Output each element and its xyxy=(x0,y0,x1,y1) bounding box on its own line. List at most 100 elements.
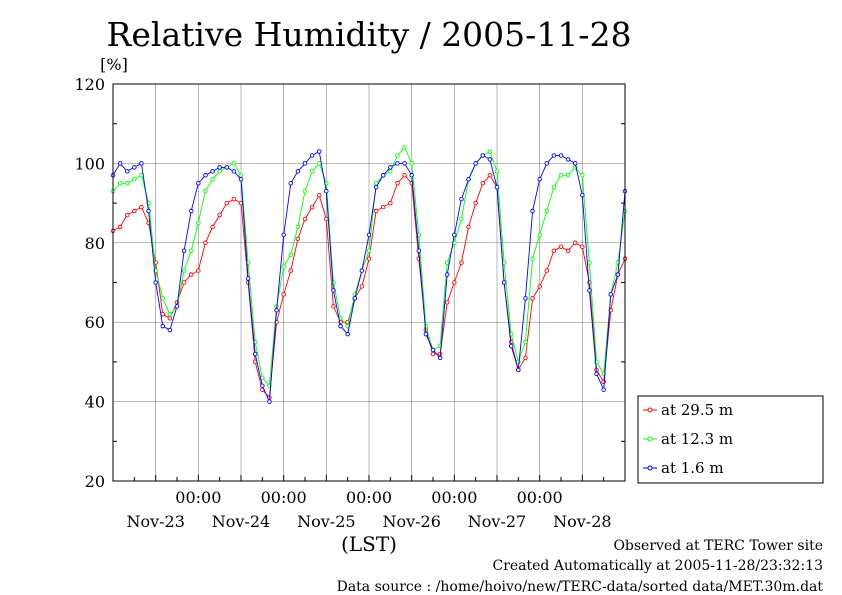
data-point xyxy=(181,248,187,253)
legend-box xyxy=(637,395,824,484)
grid xyxy=(113,84,625,481)
data-point xyxy=(188,272,194,277)
data-point xyxy=(601,387,606,392)
x-tick-label-date: Nov-27 xyxy=(468,512,526,531)
data-point xyxy=(366,256,372,261)
data-point xyxy=(530,296,535,301)
legend: at 29.5 m at 12.3 m at 1.6 m xyxy=(637,395,824,484)
data-point xyxy=(380,204,386,210)
data-point xyxy=(139,204,144,210)
data-point xyxy=(366,232,372,238)
data-point xyxy=(530,208,535,214)
data-point xyxy=(217,169,222,174)
data-point xyxy=(516,367,521,373)
data-point xyxy=(196,220,201,226)
data-point xyxy=(395,180,400,186)
data-point xyxy=(160,323,166,329)
y-tick-label: 120 xyxy=(74,75,105,94)
data-point xyxy=(523,339,528,345)
data-point xyxy=(309,153,315,158)
data-point xyxy=(508,343,514,349)
data-point xyxy=(444,260,450,265)
data-point xyxy=(444,272,450,277)
data-point xyxy=(423,323,429,329)
legend-swatch-marker xyxy=(647,465,653,471)
data-point xyxy=(181,280,187,285)
data-point xyxy=(466,177,471,182)
x-tick-label-date: Nov-24 xyxy=(212,512,270,531)
data-point xyxy=(316,161,322,166)
data-point xyxy=(608,292,614,297)
data-point xyxy=(459,196,464,202)
footer-site-note: Observed at TERC Tower site xyxy=(613,538,823,554)
x-tick-label-time: 00:00 xyxy=(346,488,392,507)
y-tick-label: 80 xyxy=(85,234,105,253)
data-point xyxy=(238,177,244,182)
x-tick-label-time: 00:00 xyxy=(261,488,307,507)
y-tick-label: 40 xyxy=(85,393,105,412)
data-point xyxy=(530,256,535,261)
plot-frame xyxy=(112,83,626,482)
data-point xyxy=(366,248,372,253)
data-point xyxy=(316,192,322,198)
data-point xyxy=(252,351,258,357)
x-tick-label-date: Nov-28 xyxy=(553,512,611,531)
data-point xyxy=(288,180,294,186)
data-point xyxy=(409,161,414,166)
data-point xyxy=(473,161,478,166)
data-point xyxy=(416,248,422,253)
data-point xyxy=(551,184,557,190)
footer-data-source: Data source : /home/hoivo/new/TERC-data/… xyxy=(337,579,824,595)
data-point xyxy=(281,232,286,238)
data-point xyxy=(402,145,407,150)
data-point xyxy=(558,153,564,158)
data-point xyxy=(302,161,308,166)
data-point xyxy=(210,169,215,174)
data-point xyxy=(139,161,144,166)
data-point xyxy=(388,165,393,170)
data-point xyxy=(117,180,123,186)
data-point xyxy=(352,296,358,301)
data-point xyxy=(402,161,407,166)
data-point xyxy=(153,280,158,285)
data-point xyxy=(587,288,592,293)
data-point xyxy=(480,180,486,186)
data-point xyxy=(558,244,564,250)
data-point xyxy=(345,331,350,337)
data-point xyxy=(388,200,393,206)
data-point xyxy=(331,288,336,293)
y-axis-unit-label: [%] xyxy=(100,55,128,74)
data-point xyxy=(572,240,578,246)
legend-label: at 1.6 m xyxy=(661,459,724,477)
data-point xyxy=(487,157,493,162)
data-point xyxy=(217,165,222,170)
data-point xyxy=(196,180,201,186)
data-point xyxy=(395,153,400,158)
data-point xyxy=(452,280,457,285)
series-group xyxy=(110,145,628,388)
data-point xyxy=(188,248,194,253)
data-point xyxy=(580,244,585,250)
data-point xyxy=(395,161,400,166)
legend-swatch-marker xyxy=(647,436,653,442)
series-group xyxy=(110,149,628,404)
data-point xyxy=(537,284,542,289)
data-point xyxy=(231,196,237,202)
data-point xyxy=(238,173,244,178)
data-point xyxy=(288,252,294,257)
data-point xyxy=(373,208,379,214)
data-point xyxy=(260,383,265,388)
x-tick-label-date: Nov-23 xyxy=(126,512,184,531)
data-point xyxy=(146,208,151,214)
footer-created-note: Created Automatically at 2005-11-28/23:3… xyxy=(492,558,823,574)
data-point xyxy=(487,173,493,178)
data-point xyxy=(288,268,294,273)
x-tick-label-time: 00:00 xyxy=(431,488,477,507)
x-tick-label-date: Nov-26 xyxy=(382,512,440,531)
data-point xyxy=(572,161,578,166)
data-point xyxy=(203,173,208,178)
data-point xyxy=(615,272,621,277)
data-point xyxy=(217,212,222,218)
data-point xyxy=(210,177,215,182)
